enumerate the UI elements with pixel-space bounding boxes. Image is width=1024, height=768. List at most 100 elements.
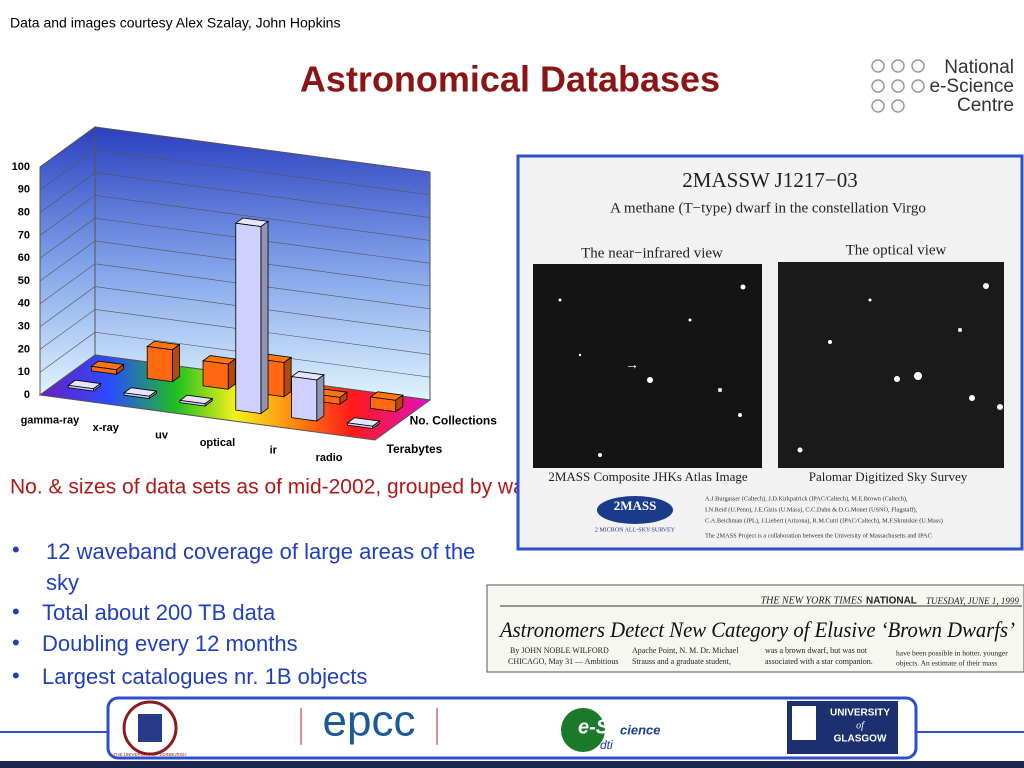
x-tick-label: radio: [316, 452, 343, 464]
image-caption: 2MASS Composite JHKs Atlas Image: [548, 469, 748, 484]
y-tick-label: 90: [18, 184, 30, 196]
bullet: Doubling every 12 months: [42, 631, 298, 656]
grid-line: [39, 240, 431, 287]
credit-line: C.A.Beichman (JPL), J.Liebert (Arizona),…: [705, 517, 943, 524]
image-caption: Palomar Digitized Sky Survey: [809, 469, 968, 484]
escience-logo: e-S: [578, 716, 610, 738]
column-text: objects. An estimate of their mass: [896, 659, 997, 668]
bullets: • 12 waveband coverage of large areas of…: [12, 537, 476, 689]
slide-title: Astronomical Databases: [300, 59, 720, 100]
y-tick-label: 10: [18, 366, 30, 378]
bullet-dot: •: [12, 663, 20, 688]
y-tick-label: 30: [18, 321, 30, 333]
logo-line: e-Science: [930, 76, 1015, 97]
column-text: CHICAGO, May 31 — Ambitious: [508, 657, 618, 666]
bar-side: [227, 358, 236, 391]
grid-line: [39, 126, 431, 173]
bullet-dot: •: [12, 599, 20, 624]
x-tick-label: x-ray: [93, 422, 120, 434]
headline: Astronomers Detect New Category of Elusi…: [498, 617, 1015, 642]
footer: THE UNIVERSITY OF EDINBURGH epcc e-S cie…: [0, 696, 1024, 768]
column-text: associated with a star companion.: [765, 657, 873, 666]
y-tick-label: 40: [18, 298, 30, 310]
footer-frame: [106, 696, 918, 760]
glasgow-text: of: [856, 720, 865, 731]
x-tick-label: optical: [200, 437, 235, 449]
nesc-logo: National e-Science Centre: [871, 57, 1015, 116]
bar: [235, 222, 262, 414]
logo-line: National: [944, 57, 1014, 78]
bullet: Largest catalogues nr. 1B objects: [42, 664, 367, 689]
clip-frame: [486, 584, 1024, 673]
bullet-box: 12 waveband coverage of large areas of t…: [46, 539, 476, 595]
grid-line: [39, 263, 431, 310]
y-tick-label: 60: [18, 252, 30, 264]
y-tick-label: 100: [12, 161, 30, 173]
legend-label: Terabytes: [387, 442, 443, 456]
bar-side: [283, 356, 292, 398]
escience-badge: [561, 708, 605, 752]
bar-side: [260, 220, 269, 415]
bar-side: [171, 343, 180, 383]
badge: [597, 496, 673, 524]
arrow: →: [625, 358, 639, 373]
bar-side: [316, 374, 325, 422]
legend-label: No. Collections: [410, 413, 498, 427]
image-panel: 2MASSW J1217−03 A methane (T−type) dwarf…: [516, 154, 1024, 551]
glasgow-text: GLASGOW: [834, 734, 887, 745]
newspaper-clip: THE NEW YORK TIMES NATIONAL TUESDAY, JUN…: [486, 584, 1024, 673]
credit-line: I.N.Reid (U.Penn), J.E.Gizis (U.Mass), C…: [705, 506, 918, 513]
grid-line: [39, 309, 431, 355]
x-tick-label: uv: [155, 430, 169, 442]
x-tick-label: ir: [270, 445, 278, 457]
dti-logo: dti: [600, 738, 613, 752]
credit-line: A.J.Burgasser (Caltech), J.D.Kirkpatrick…: [705, 495, 908, 502]
grid-line: [39, 149, 431, 196]
caption: No. & sizes of data sets as of mid-2002,…: [10, 476, 604, 499]
column-text: have been possible in hotter, younger: [896, 649, 1008, 658]
badge-ring: 2 MICRON ALL-SKY SURVEY: [595, 527, 676, 533]
credit: Data and images courtesy Alex Szalay, Jo…: [10, 15, 340, 31]
bar: [202, 360, 229, 390]
bar: [123, 392, 150, 399]
column-text: By JOHN NOBLE WILFORD: [510, 646, 609, 655]
epcc-logo: epcc: [323, 697, 416, 746]
bar: [67, 384, 94, 392]
y-tick-label: 70: [18, 229, 30, 241]
grid-line: [39, 286, 431, 332]
column-text: was a brown dwarf, but was not: [765, 646, 868, 655]
bar: [90, 365, 117, 375]
y-tick-label: 0: [24, 389, 30, 401]
image-label: The optical view: [846, 242, 947, 258]
bullet-dot: •: [12, 630, 20, 655]
y-tick-label: 80: [18, 207, 30, 219]
glasgow-text: UNIVERSITY: [830, 708, 890, 719]
glasgow-crest: [792, 706, 816, 740]
bar: [179, 399, 206, 407]
bar: [146, 345, 173, 383]
bullet: 12 waveband coverage of large areas of t…: [46, 539, 476, 595]
y-tick-label: 20: [18, 343, 30, 355]
grid-line: [39, 331, 431, 378]
logo-line: Centre: [957, 95, 1014, 116]
grid-line: [39, 195, 431, 241]
grid-line: [39, 217, 431, 264]
chart: 0 10 20 30 40 50 60 70 80 90 100 gamma-ray x-ray uv op…: [12, 126, 498, 464]
y-tick-label: 50: [18, 275, 30, 287]
masthead: TUESDAY, JUNE 1, 1999: [926, 596, 1019, 606]
seal-shield: [138, 714, 162, 742]
stars: [558, 283, 1003, 457]
seal-text: THE UNIVERSITY OF EDINBURGH: [114, 752, 187, 757]
column-text: Apache Point, N. M. Dr. Michael: [632, 646, 739, 655]
bottom-strip: [0, 761, 1024, 768]
bar: [347, 422, 373, 429]
bar: [291, 376, 318, 422]
x-tick-label: gamma-ray: [21, 415, 81, 427]
bar: [370, 396, 397, 413]
bullet: Total about 200 TB data: [42, 600, 276, 625]
credit-line: The 2MASS Project is a collaboration bet…: [705, 532, 932, 539]
nir-image: [533, 264, 762, 468]
masthead: NATIONAL: [866, 596, 917, 607]
